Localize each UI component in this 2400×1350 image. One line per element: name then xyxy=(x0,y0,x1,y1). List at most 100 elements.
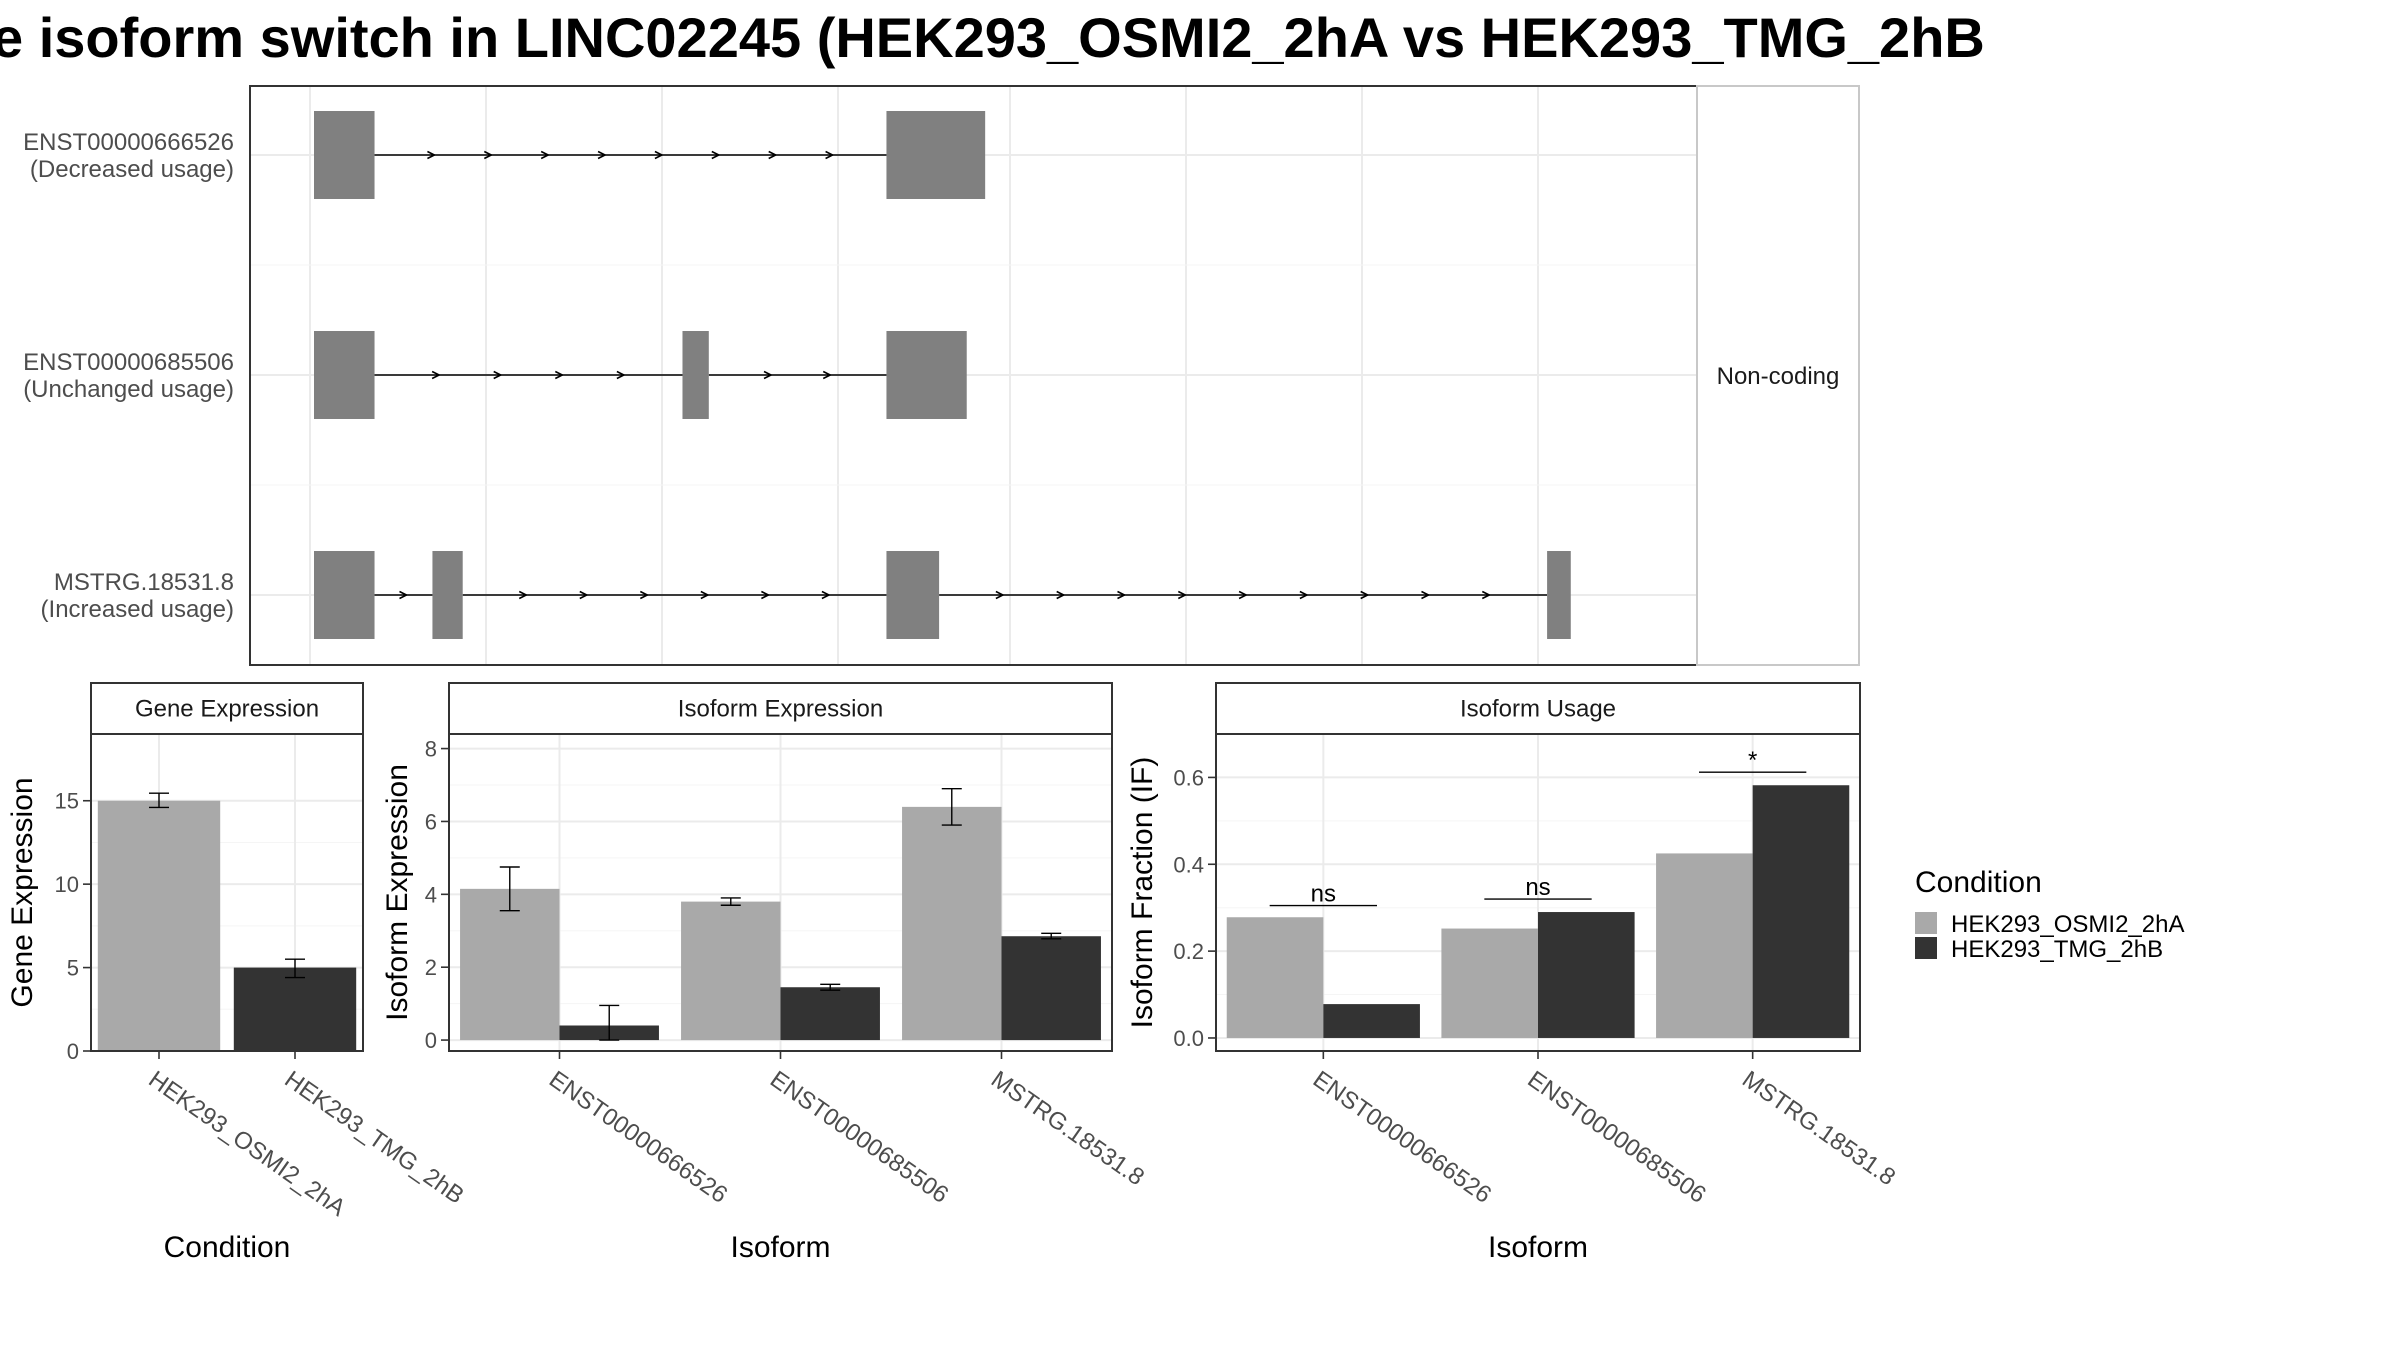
intron-direction-arrow xyxy=(821,590,831,600)
y-axis-title: Isoform Fraction (IF) xyxy=(1126,757,1159,1029)
significance-label: ns xyxy=(1311,881,1336,908)
intron-direction-arrow xyxy=(540,150,550,160)
intron-direction-arrow xyxy=(1117,590,1127,600)
isoform-usage-panel: 0.0 0.2 0.4 0.6 ns ns * Isoform Usage ENST000006… xyxy=(1126,682,1900,1264)
y-axis-title: Isoform Expression xyxy=(381,764,414,1021)
bar xyxy=(1441,928,1538,1038)
intron-direction-arrow xyxy=(761,590,771,600)
intron-direction-arrow xyxy=(768,150,778,160)
exon-block xyxy=(314,111,375,199)
bar xyxy=(1656,853,1753,1038)
transcript-usage-label: (Increased usage) xyxy=(41,596,234,623)
exon-block xyxy=(1547,551,1571,639)
intron-direction-arrow xyxy=(700,590,710,600)
bar xyxy=(902,806,1002,1041)
y-tick-label: 8 xyxy=(425,737,437,762)
legend-swatch-cond2 xyxy=(1915,937,1937,959)
facet-strip xyxy=(1215,682,1861,735)
legend-label-cond2: HEK293_TMG_2hB xyxy=(1951,936,2163,963)
x-tick-label: ENST00000685506 xyxy=(765,1066,953,1209)
significance-label: ns xyxy=(1525,874,1550,901)
gene-structure-panel: Non-coding ENST00000666526(Decreased usag… xyxy=(23,85,1860,666)
x-tick-label: MSTRG.18531.8 xyxy=(1737,1066,1900,1191)
intron-direction-arrow xyxy=(579,590,589,600)
transcript-ENST00000685506 xyxy=(314,331,967,419)
intron-direction-arrow xyxy=(1360,590,1370,600)
intron-direction-arrow xyxy=(822,370,833,380)
panel-title: Isoform Expression xyxy=(678,696,883,723)
legend-swatch-cond1 xyxy=(1915,912,1937,934)
intron-direction-arrow xyxy=(399,590,409,600)
structure-strip-label: Non-coding xyxy=(1717,363,1840,390)
transcript-usage-label: (Decreased usage) xyxy=(30,156,234,183)
x-tick-label: ENST00000666526 xyxy=(1308,1066,1496,1209)
figure-title: e isoform switch in LINC02245 (HEK293_OS… xyxy=(0,6,1985,69)
transcript-ENST00000666526 xyxy=(314,111,986,199)
intron-direction-arrow xyxy=(616,370,626,380)
x-axis-title: Condition xyxy=(164,1231,291,1264)
intron-direction-arrow xyxy=(995,590,1005,600)
exon-block xyxy=(314,331,375,419)
intron-direction-arrow xyxy=(1481,590,1492,600)
intron-direction-arrow xyxy=(654,150,664,160)
y-tick-label: 4 xyxy=(425,882,437,907)
transcript-id-label: MSTRG.18531.8 xyxy=(54,569,234,596)
bar xyxy=(460,888,560,1041)
y-tick-label: 0.2 xyxy=(1173,939,1204,964)
y-tick-label: 0 xyxy=(67,1039,79,1064)
transcript-id-label: ENST00000666526 xyxy=(23,129,234,156)
bar xyxy=(1001,936,1101,1041)
y-tick-label: 2 xyxy=(425,955,437,980)
y-axis-title: Gene Expression xyxy=(6,777,39,1007)
intron-direction-arrow xyxy=(763,370,773,380)
significance-label: * xyxy=(1748,747,1757,774)
exon-block xyxy=(886,551,940,639)
bar xyxy=(780,987,880,1041)
y-tick-label: 0.0 xyxy=(1173,1026,1204,1051)
intron-direction-arrow xyxy=(431,370,441,380)
intron-direction-arrow xyxy=(427,150,437,160)
y-tick-label: 15 xyxy=(55,789,79,814)
exon-block xyxy=(886,111,986,199)
bar xyxy=(1226,917,1324,1038)
bar xyxy=(233,967,357,1051)
intron-direction-arrow xyxy=(1299,590,1309,600)
intron-direction-arrow xyxy=(639,590,650,600)
isoform-expression-panel: 0 2 4 6 8 Isoform Expression ENST00000666526 EN… xyxy=(381,682,1149,1264)
exon-block xyxy=(314,551,375,639)
bar xyxy=(97,800,221,1051)
x-tick-label: ENST00000666526 xyxy=(544,1066,732,1209)
transcript-usage-label: (Unchanged usage) xyxy=(23,376,234,403)
y-tick-label: 5 xyxy=(67,956,79,981)
legend-title: Condition xyxy=(1915,866,2042,899)
intron-direction-arrow xyxy=(597,150,607,160)
bar xyxy=(1323,1004,1420,1038)
bar xyxy=(1538,912,1635,1038)
exon-block xyxy=(432,551,463,639)
x-tick-label: MSTRG.18531.8 xyxy=(986,1066,1149,1191)
exon-block xyxy=(886,331,967,419)
x-axis-title: Isoform xyxy=(1488,1231,1588,1264)
intron-direction-arrow xyxy=(711,150,721,160)
legend-label-cond1: HEK293_OSMI2_2hA xyxy=(1951,911,2184,938)
panel-title: Isoform Usage xyxy=(1460,696,1616,723)
bar xyxy=(681,901,781,1041)
facet-strip xyxy=(90,682,364,735)
y-tick-label: 0.4 xyxy=(1173,852,1204,877)
intron-direction-arrow xyxy=(518,590,529,600)
legend: Condition HEK293_OSMI2_2hA HEK293_TMG_2h… xyxy=(1915,866,2184,963)
transcript-MSTRG.18531.8 xyxy=(314,551,1571,639)
y-tick-label: 6 xyxy=(425,809,437,834)
transcript-id-label: ENST00000685506 xyxy=(23,349,234,376)
x-tick-label: ENST00000685506 xyxy=(1523,1066,1711,1209)
intron-direction-arrow xyxy=(483,150,494,160)
panel-title: Gene Expression xyxy=(135,696,319,723)
intron-direction-arrow xyxy=(1056,590,1066,600)
intron-direction-arrow xyxy=(493,370,503,380)
bar xyxy=(1752,785,1850,1038)
y-tick-label: 0.6 xyxy=(1173,765,1204,790)
structure-facet-strip xyxy=(1696,85,1860,666)
intron-direction-arrow xyxy=(1421,590,1431,600)
intron-direction-arrow xyxy=(554,370,565,380)
